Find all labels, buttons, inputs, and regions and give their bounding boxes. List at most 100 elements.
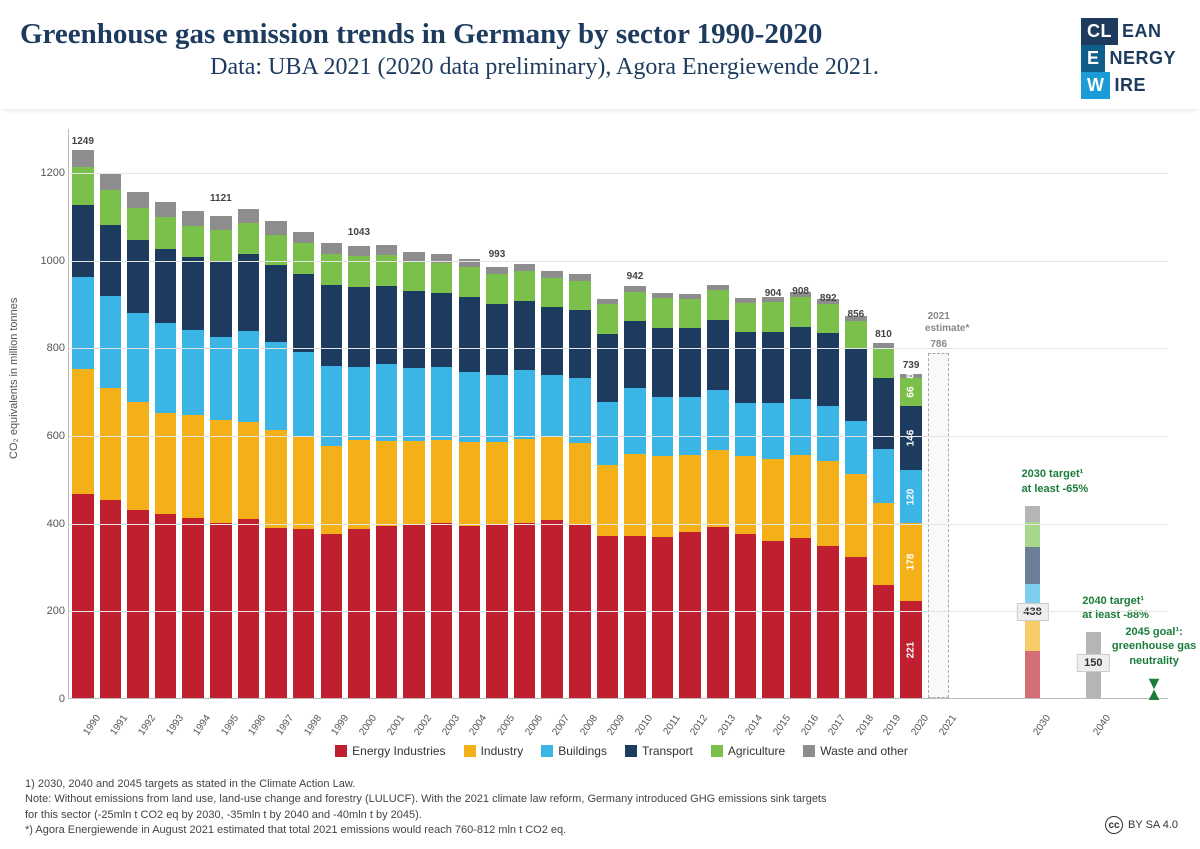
bar-slot: 8922017 — [814, 129, 842, 698]
logo-cell: EAN — [1118, 18, 1166, 45]
bar-slot: 9422010 — [621, 129, 649, 698]
y-tick-label: 800 — [31, 342, 65, 354]
bar-segment — [210, 261, 232, 337]
bar-segment — [321, 243, 343, 254]
bar-segment — [182, 415, 204, 518]
bar-segment — [72, 369, 94, 494]
bar-segment — [873, 449, 895, 503]
segment-value-label: 178 — [906, 554, 917, 571]
bar-segment — [735, 298, 757, 303]
x-tick-label: 2003 — [440, 713, 462, 738]
bar-segment — [321, 446, 343, 534]
x-tick-label: 2010 — [633, 713, 655, 738]
bar-stack — [817, 299, 839, 698]
logo-cell: W — [1081, 72, 1111, 99]
x-tick-label: 2005 — [495, 713, 517, 738]
x-tick-label: 2011 — [661, 713, 682, 737]
bar-slot: 2001 — [373, 129, 401, 698]
bar-stack — [376, 245, 398, 698]
bar-segment — [376, 364, 398, 441]
bar-segment — [790, 297, 812, 326]
x-tick-label: 2006 — [523, 713, 545, 738]
bar-segment — [735, 303, 757, 333]
bar-segment — [845, 557, 867, 698]
bar-stack — [845, 316, 867, 698]
bar-segment — [652, 456, 674, 537]
bar-segment — [72, 205, 94, 277]
x-tick-label: 1993 — [164, 713, 186, 738]
legend-swatch — [625, 745, 637, 757]
bar-slot: 1996 — [235, 129, 263, 698]
bar-segment — [182, 226, 204, 257]
x-tick-label: 2001 — [385, 713, 407, 738]
bar-slot: 1502040 target¹at least -88%2040 — [1080, 129, 1108, 698]
x-tick-label: 1991 — [109, 713, 131, 738]
footnote-line: 1) 2030, 2040 and 2045 targets as stated… — [25, 777, 1175, 792]
bar-total-label: 1043 — [348, 227, 370, 238]
bar-segment — [182, 518, 204, 698]
bar-segment — [155, 202, 177, 217]
bar-segment — [403, 252, 425, 261]
bar-segment — [431, 367, 453, 440]
bar-segment — [679, 294, 701, 299]
bar-segment — [348, 287, 370, 367]
bar-segment — [238, 254, 260, 330]
bar-segment — [652, 328, 674, 397]
bar-segment — [100, 388, 122, 501]
bar-segment — [597, 402, 619, 466]
bar-segment — [210, 337, 232, 420]
bar-segment — [293, 243, 315, 273]
grid-line — [69, 261, 1168, 262]
bar-segment — [790, 455, 812, 537]
bar-segment — [652, 293, 674, 298]
bar-total-label: 892 — [820, 293, 837, 304]
footnote-line: *) Agora Energiewende in August 2021 est… — [25, 823, 1175, 838]
bar-slot: 8102019 — [870, 129, 898, 698]
bar-segment — [817, 461, 839, 546]
bar-stack — [459, 259, 481, 698]
bar-segment — [845, 421, 867, 474]
x-tick-label: 1995 — [219, 713, 241, 738]
bar-segment — [762, 459, 784, 541]
target-segment — [1025, 547, 1040, 584]
bar-segment — [293, 232, 315, 244]
x-tick-label: 2019 — [882, 713, 904, 738]
bar-segment — [403, 368, 425, 441]
bar-segment — [238, 331, 260, 422]
legend-label: Industry — [481, 744, 524, 758]
bar-segment — [100, 500, 122, 698]
bar-segment — [238, 209, 260, 223]
cc-icon: cc — [1105, 816, 1123, 834]
bar-segment — [486, 304, 508, 375]
x-tick-label: 2013 — [716, 713, 738, 738]
bar-slot: 2004 — [456, 129, 484, 698]
y-tick-label: 1000 — [31, 255, 65, 267]
target-label: 2045 goal¹:greenhouse gasneutrality — [1112, 625, 1196, 668]
bar-segment: 221 — [900, 601, 922, 698]
bar-segment — [624, 536, 646, 698]
legend-label: Agriculture — [728, 744, 785, 758]
bar-slot: 2003 — [428, 129, 456, 698]
bar-segment — [155, 217, 177, 248]
bar-stack — [321, 243, 343, 698]
bar-segment — [845, 321, 867, 350]
bar-segment — [597, 299, 619, 305]
bar-stack — [735, 298, 757, 698]
bar-segment — [72, 277, 94, 369]
bar-stack — [486, 267, 508, 698]
x-tick-label: 2021 — [937, 713, 959, 738]
bar-segment — [182, 330, 204, 415]
bars-container: 1249199019911992199319941121199519961997… — [69, 129, 1168, 698]
bar-segment — [679, 532, 701, 698]
bar-slot: 2009 — [594, 129, 622, 698]
bar-segment: 146 — [900, 406, 922, 470]
bar-stack — [514, 264, 536, 698]
bar-stack — [873, 343, 895, 698]
bar-segment — [127, 192, 149, 208]
bar-total-label: 810 — [875, 329, 892, 340]
bar-segment — [486, 442, 508, 524]
bar-stack — [679, 294, 701, 698]
bar-segment: 8 — [900, 374, 922, 378]
bar-segment — [817, 304, 839, 333]
bar-stack — [182, 211, 204, 698]
